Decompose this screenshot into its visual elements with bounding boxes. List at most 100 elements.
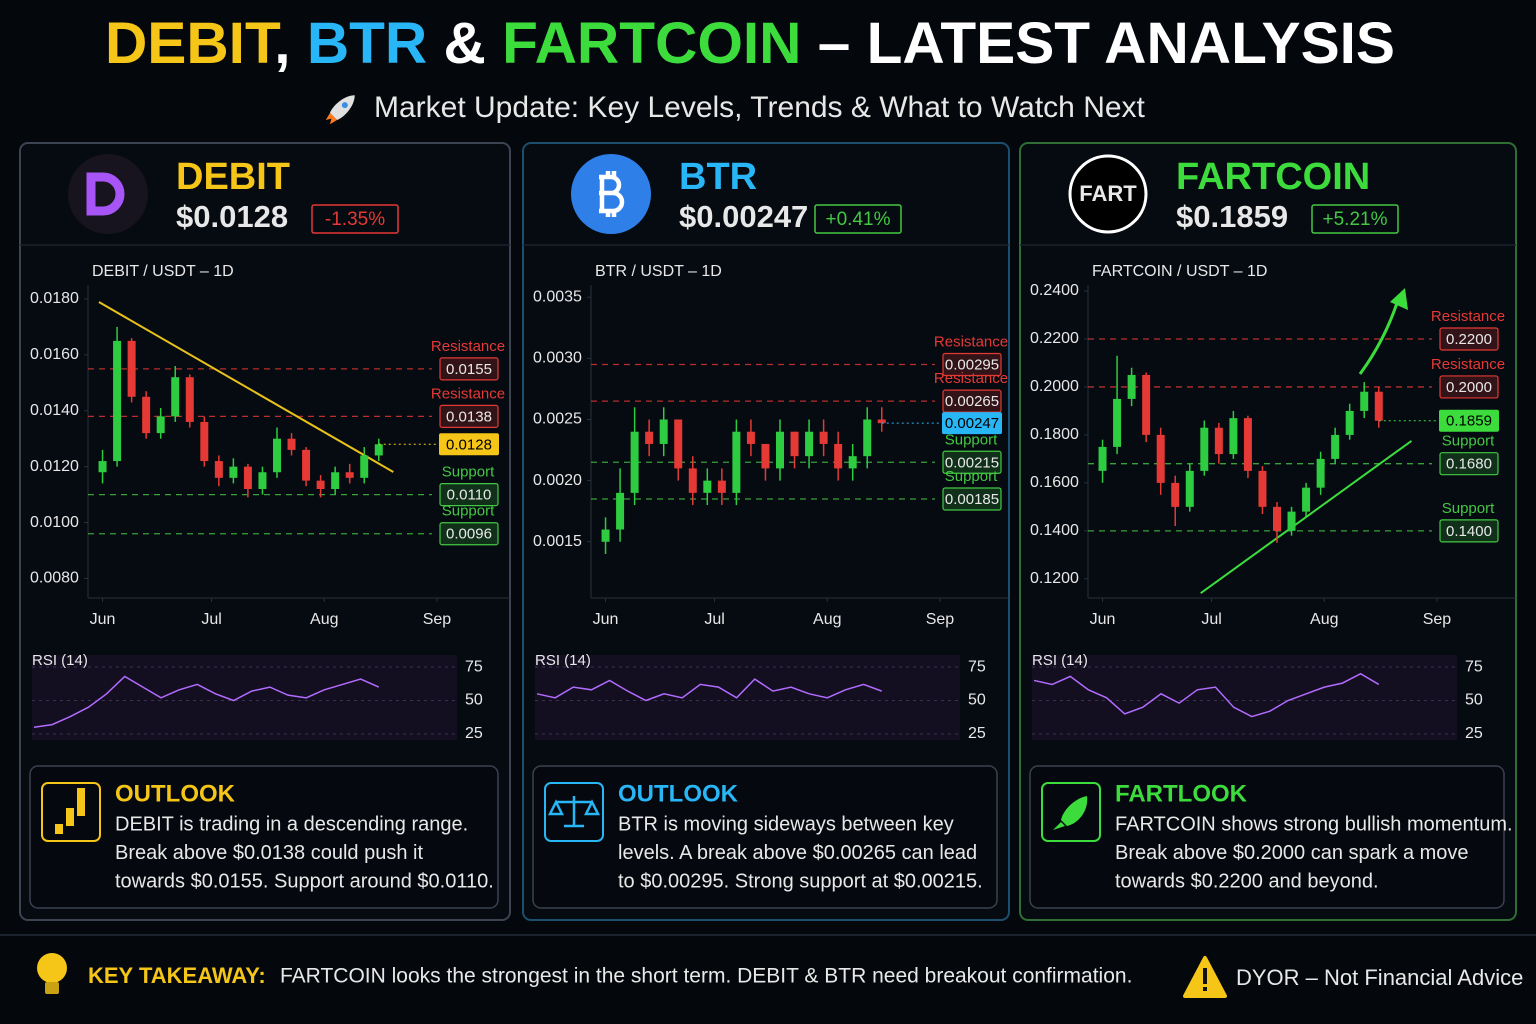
outlook-text: Break above $0.0138 could push it <box>115 842 423 864</box>
rsi-line <box>536 678 883 702</box>
bullish-arrow <box>1358 299 1400 375</box>
candle-body <box>761 443 770 469</box>
level-badge <box>439 482 499 507</box>
rsi-tick-label: 75 <box>1465 658 1483 675</box>
candle-body <box>616 492 625 530</box>
candle-body <box>1214 427 1223 455</box>
candle-body <box>703 480 712 493</box>
candle-body <box>156 416 165 434</box>
candle-body <box>200 421 209 462</box>
outlook-icon-bar <box>77 788 85 816</box>
candle-body <box>316 480 325 490</box>
candle-body <box>1185 470 1194 507</box>
outlook-box <box>1029 765 1505 909</box>
level-name: Resistance <box>431 338 505 355</box>
coin-name: BTR <box>679 156 757 198</box>
coin-panel: DEBIT$0.0128 -1.35% DEBIT / USDT – 1D 0.018… <box>19 142 511 921</box>
rocket-icon <box>325 95 355 125</box>
rocket-window <box>341 102 348 109</box>
y-tick-label: 0.0100 <box>30 514 79 531</box>
y-tick-label: 0.0015 <box>533 533 582 550</box>
level-badge <box>942 352 1002 377</box>
candle-body <box>1142 374 1151 435</box>
y-tick-label: 0.2400 <box>1030 282 1079 299</box>
level-value: 0.00185 <box>945 491 999 508</box>
candle-body <box>258 472 267 490</box>
level-value: 0.1400 <box>1446 523 1492 540</box>
current-price-badge <box>942 412 1002 435</box>
outlook-icon-bar <box>55 824 63 834</box>
change-value: +0.41% <box>826 209 891 230</box>
coin-icon <box>68 154 148 234</box>
rsi-title: RSI (14) <box>1032 652 1088 669</box>
outlook-text: levels. A break above $0.00265 can lead <box>618 842 977 864</box>
candle-body <box>732 431 741 493</box>
change-value: +5.21% <box>1323 209 1388 230</box>
outlook-text: to $0.00295. Strong support at $0.00215. <box>618 870 983 892</box>
candle-body <box>345 472 354 478</box>
x-tick-label: Jun <box>1090 611 1116 628</box>
candle-body <box>674 419 683 469</box>
outlook-icon-box <box>544 782 604 842</box>
candle-body <box>331 472 340 490</box>
level-name: Resistance <box>934 370 1008 387</box>
candle-body <box>1229 418 1238 455</box>
coin-price: $0.1859 <box>1176 199 1288 234</box>
candle-body <box>877 419 886 424</box>
candle-body <box>127 340 136 397</box>
x-tick-label: Jun <box>90 611 116 628</box>
x-tick-label: Aug <box>813 611 841 628</box>
warning-dot <box>1203 987 1207 991</box>
level-name: Support <box>442 503 495 520</box>
title-part: FARTCOIN <box>502 11 801 76</box>
coin-icon <box>1068 154 1148 234</box>
rsi-panel <box>32 655 457 740</box>
level-name: Support <box>945 431 998 448</box>
candle-body <box>113 340 122 462</box>
x-tick-label: Sep <box>1423 611 1452 628</box>
level-name: Support <box>1442 433 1495 450</box>
outlook-icon-scale <box>547 796 601 828</box>
candle-body <box>1113 398 1122 447</box>
x-tick-label: Jul <box>1201 611 1221 628</box>
bullish-arrow-head <box>1390 288 1408 310</box>
level-value: 0.1680 <box>1446 456 1492 473</box>
level-badge <box>1439 375 1499 399</box>
candle-body <box>1316 458 1325 488</box>
page-title: DEBIT, BTR & FARTCOIN – LATEST ANALYSIS <box>105 11 1395 76</box>
candle-body <box>1302 487 1311 512</box>
rsi-line <box>33 675 380 729</box>
outlook-icon-rocket <box>1061 796 1088 826</box>
x-tick-label: Aug <box>1310 611 1338 628</box>
outlook-box <box>29 765 499 909</box>
candle-body <box>171 377 180 417</box>
y-tick-label: 0.1200 <box>1030 570 1079 587</box>
coin-icon-glyph <box>599 171 625 217</box>
page-subtitle: Market Update: Key Levels, Trends & What… <box>374 91 1146 124</box>
level-name: Resistance <box>1431 356 1505 373</box>
outlook-text: Break above $0.2000 can spark a move <box>1115 842 1469 864</box>
candle-body <box>273 438 281 473</box>
candle-body <box>1098 446 1107 471</box>
candle-body <box>688 468 697 493</box>
y-tick-label: 0.2200 <box>1030 330 1079 347</box>
x-tick-label: Jun <box>593 611 619 628</box>
bulb-icon <box>37 953 67 994</box>
candle-body <box>601 529 610 542</box>
y-tick-label: 0.0120 <box>30 458 79 475</box>
y-tick-label: 0.0140 <box>30 402 79 419</box>
rsi-tick-label: 50 <box>968 692 986 709</box>
coin-name: DEBIT <box>176 156 290 198</box>
candle-body <box>805 431 814 457</box>
y-tick-label: 0.0035 <box>533 288 582 305</box>
rsi-title: RSI (14) <box>535 652 591 669</box>
candle-body <box>1331 434 1340 459</box>
chart-title: DEBIT / USDT – 1D <box>92 263 234 280</box>
candle-body <box>1273 506 1281 531</box>
rocket-flame <box>325 112 338 125</box>
candle-body <box>142 396 151 434</box>
level-value: 0.00215 <box>945 454 999 471</box>
outlook-icon-box <box>1041 782 1101 842</box>
x-tick-label: Sep <box>423 611 452 628</box>
